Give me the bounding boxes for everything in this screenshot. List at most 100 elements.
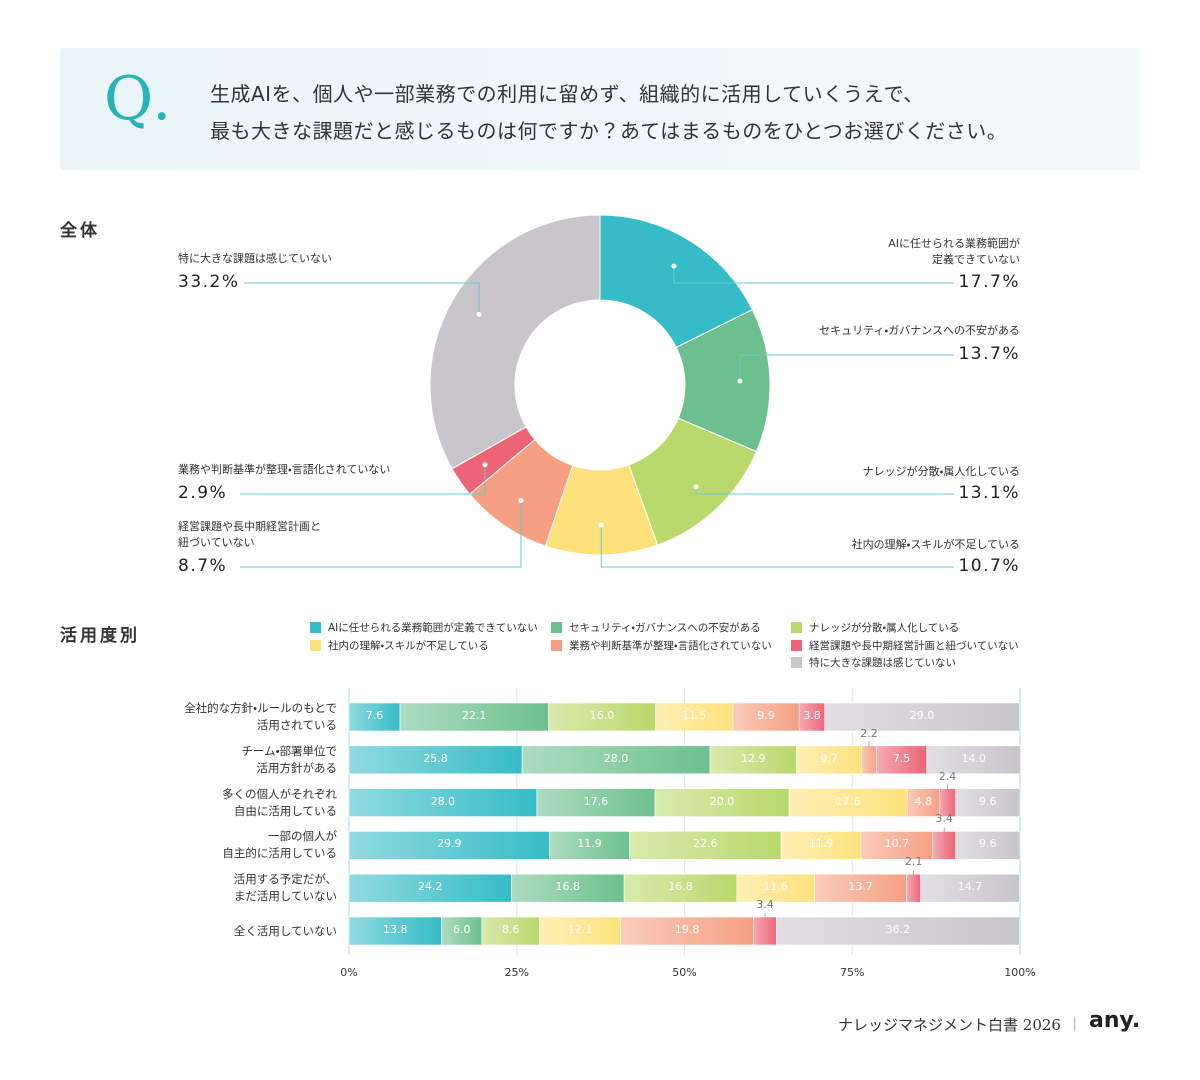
bar-segment [521, 745, 711, 775]
bar-segment [441, 916, 483, 946]
bar-segment [860, 831, 934, 860]
value-label: 22.1 [461, 709, 487, 722]
value-label: 7.5 [892, 751, 911, 765]
value-label: 2.1 [904, 855, 923, 869]
slice-value: 17.7% [954, 272, 1024, 292]
value-label: 7.6 [365, 709, 384, 722]
bar-segment [955, 788, 1021, 817]
legend-swatch [551, 622, 562, 633]
slice-label: AIに任せられる業務範囲が 定義できていない [888, 237, 1020, 266]
value-label: 9.7 [820, 751, 838, 765]
slice-value: 10.7% [954, 556, 1024, 576]
bar-segment [798, 702, 826, 732]
value-label: 11.5 [681, 709, 707, 722]
bar-segment [732, 702, 800, 732]
x-tick-label: 100% [1004, 966, 1036, 979]
leader-dot [671, 263, 677, 269]
bar-segment [654, 788, 790, 817]
value-label: 17.6 [583, 794, 609, 808]
bar-segment [481, 916, 540, 946]
bar-segment [511, 873, 625, 903]
legend-swatch [791, 657, 802, 668]
slice-value: 13.1% [954, 483, 1024, 503]
x-tick-label: 0% [340, 966, 358, 979]
value-label: 11.9 [577, 837, 602, 851]
value-label: 29.9 [437, 837, 462, 851]
leader-line [240, 282, 480, 315]
x-tick-label: 75% [840, 966, 865, 979]
value-label: 28.0 [603, 751, 629, 765]
value-label: 14.7 [957, 880, 983, 894]
bar-segment [655, 702, 734, 732]
slice-value: 8.7% [174, 556, 232, 576]
value-label: 11.6 [763, 880, 789, 894]
bar-segment [920, 873, 1020, 903]
legend-swatch [791, 640, 802, 651]
x-tick-label: 50% [672, 966, 697, 979]
bar-segment [955, 831, 1021, 860]
slice-label: 社内の理解・スキルが不足している [851, 538, 1020, 551]
value-label: 10.7 [884, 837, 910, 851]
value-label: 36.2 [885, 923, 911, 936]
value-label: 17.6 [835, 794, 861, 808]
bar-segment [549, 831, 630, 860]
value-label: 16.8 [555, 880, 580, 894]
bar-segment [824, 702, 1020, 732]
value-label: 14.0 [961, 751, 986, 765]
section-title: 活用度別 [60, 626, 140, 646]
question-line: 生成AIを、個人や一部業務での利用に留めず、組織的に活用していくうえで、 [210, 82, 924, 106]
category-label: チーム・部署単位で 活用方針がある [241, 743, 337, 775]
bar-segment [348, 831, 550, 860]
leader-dot [598, 522, 604, 528]
bar-segment [399, 702, 549, 732]
value-label: 9.6 [979, 837, 997, 851]
bar-segment [753, 916, 777, 946]
bar-segment [776, 916, 1020, 946]
value-label: 19.8 [674, 923, 700, 936]
slice-label: 経営課題や長中期経営計画と 紐づいていない [178, 520, 321, 549]
value-label: 28.0 [430, 794, 456, 808]
legend-swatch [310, 622, 321, 633]
category-label: 全く活用していない [233, 923, 337, 938]
legend-label: 業務や判断基準が整理・言語化されていない [569, 640, 772, 652]
brand: any. [1089, 1008, 1141, 1033]
legend-label: セキュリティ・ガバナンスへの不安がある [569, 622, 761, 634]
section-title: 全体 [60, 221, 100, 241]
bar-segment [926, 745, 1021, 775]
leader-dot [518, 498, 524, 504]
leader-line [600, 524, 960, 568]
leader-line [240, 464, 486, 495]
value-label: 2.4 [938, 769, 957, 783]
value-label: 16.8 [668, 880, 693, 894]
legend-label: AIに任せられる業務範囲が定義できていない [328, 622, 538, 634]
bar-segment [348, 745, 523, 775]
publication: ナレッジマネジメント白書 2026 [838, 1016, 1061, 1034]
category-label: 活用する予定だが、 まだ活用していない [233, 872, 337, 904]
value-label: 12.1 [567, 923, 593, 936]
leader-dot [693, 484, 699, 490]
bar-segment [780, 831, 862, 860]
question-mark: Q. [104, 64, 174, 134]
bar-segment [348, 873, 512, 903]
leader-dot [482, 462, 488, 468]
category-label: 一部の個人が 自主的に活用している [222, 829, 337, 861]
value-label: 9.9 [757, 709, 775, 722]
value-label: 8.6 [501, 923, 520, 936]
bar-segment [547, 702, 656, 732]
bar-segment [788, 788, 908, 817]
slice-value: 33.2% [174, 272, 244, 292]
bar-segment [796, 745, 862, 775]
leader-line [240, 500, 522, 568]
bar-segment [709, 745, 797, 775]
value-label: 3.4 [756, 898, 774, 911]
value-label: 4.8 [914, 794, 933, 808]
legend-swatch [551, 640, 562, 651]
slice-value: 13.7% [954, 344, 1024, 364]
leader-dot [737, 378, 743, 384]
donut-slice [429, 214, 601, 470]
question-box [60, 48, 1140, 170]
value-label: 3.4 [935, 812, 953, 826]
slice-label: セキュリティ・ガバナンスへの不安がある [819, 324, 1020, 337]
